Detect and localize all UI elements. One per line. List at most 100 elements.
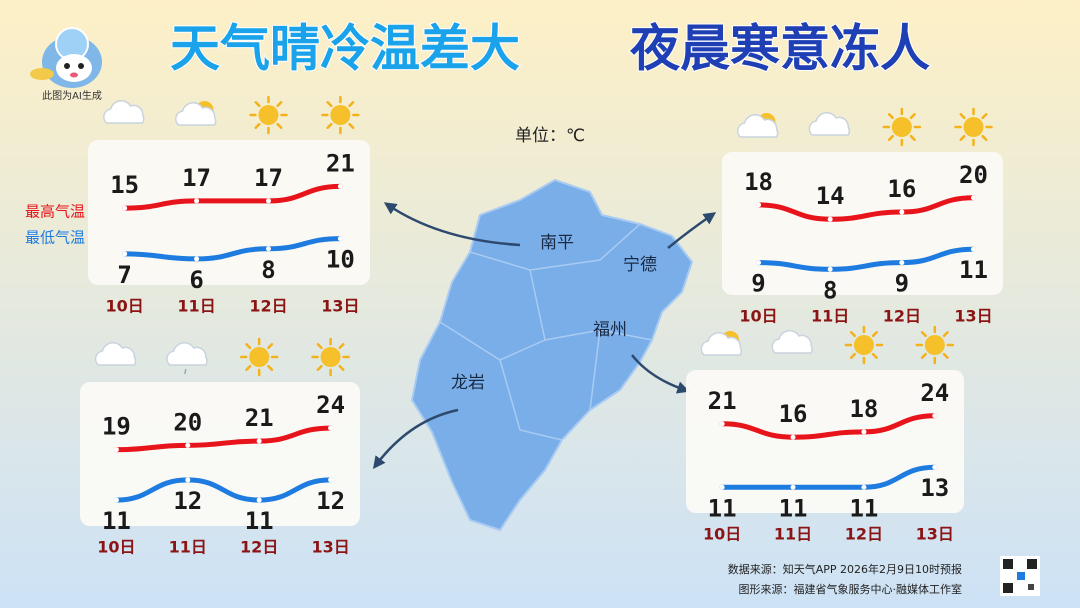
city-chart: 10日 11日 12日 13日 19 20 21 24 11 12 11 12 <box>80 337 360 557</box>
city-label: 宁德 <box>623 255 657 275</box>
rain-drop <box>184 368 187 375</box>
temp-label: 20 <box>959 161 988 189</box>
date-label: 13日 <box>954 307 992 326</box>
legend-low: 最低气温 <box>25 229 85 247</box>
date-label: 11日 <box>169 538 207 557</box>
city-label: 南平 <box>540 233 574 253</box>
temp-label: 10 <box>326 246 355 274</box>
sun <box>891 117 912 137</box>
temp-dot <box>328 425 334 431</box>
cloud <box>700 332 742 356</box>
sun <box>320 347 341 367</box>
sun <box>330 105 351 125</box>
temp-dot <box>827 216 833 222</box>
temp-label: 12 <box>316 487 345 515</box>
date-label: 13日 <box>321 297 359 316</box>
temp-dot <box>256 438 262 444</box>
city-chart: 10日 11日 12日 13日 21 16 18 24 11 11 11 13 <box>686 325 964 544</box>
temp-label: 9 <box>751 270 765 298</box>
sun-ray <box>348 101 355 108</box>
temp-line <box>122 183 343 211</box>
sources: 数据来源：知天气APP 2026年2月9日10时预报 图形来源：福建省气象服务中… <box>728 562 962 596</box>
temp-line <box>113 477 334 503</box>
temp-dot <box>861 484 867 490</box>
temp-dot <box>861 429 867 435</box>
temp-dot <box>122 251 128 257</box>
sun-ray <box>959 134 966 141</box>
city-chart: 10日 11日 12日 13日 18 14 16 20 9 8 9 11 <box>722 107 1003 326</box>
temp-dot <box>265 198 271 204</box>
temp-dot <box>328 477 334 483</box>
sun-ray <box>245 364 252 371</box>
date-label: 13日 <box>311 538 349 557</box>
cloud <box>175 102 217 126</box>
temp-label: 11 <box>779 494 808 522</box>
qr-code <box>1000 556 1040 596</box>
temp-dot <box>790 484 796 490</box>
sun-ray <box>849 331 856 338</box>
temp-label: 7 <box>117 261 131 289</box>
cloud <box>94 342 137 366</box>
temp-label: 24 <box>920 379 949 407</box>
title-right: 夜晨寒意冻人 <box>629 20 930 78</box>
arrows <box>372 202 717 469</box>
sun-ray <box>267 364 274 371</box>
sun-ray <box>338 364 345 371</box>
temp-label: 12 <box>173 487 202 515</box>
temp-dot <box>970 195 976 201</box>
ai-note: 此图为AI生成 <box>42 89 102 102</box>
city-chart: 10日 11日 12日 13日 15 17 17 21 7 6 8 10 <box>88 95 370 316</box>
title-left: 天气晴冷温差大 <box>170 20 520 78</box>
temp-dot <box>113 447 119 453</box>
temp-label: 11 <box>959 256 988 284</box>
cloud <box>771 330 813 354</box>
sun-ray <box>849 352 856 359</box>
date-label: 11日 <box>811 307 849 326</box>
temp-line <box>719 464 938 490</box>
temp-label: 24 <box>316 391 345 419</box>
temp-dot <box>337 183 343 189</box>
date-label: 12日 <box>240 538 278 557</box>
temp-dot <box>122 205 128 211</box>
sun <box>853 335 874 355</box>
city-label: 福州 <box>593 320 627 340</box>
temp-label: 11 <box>245 507 274 535</box>
temp-label: 11 <box>102 507 131 535</box>
sun-ray <box>981 113 988 120</box>
temp-line <box>756 246 976 272</box>
city-label: 龙岩 <box>451 373 485 393</box>
sun-ray <box>887 113 894 120</box>
temp-dot <box>932 413 938 419</box>
cloud <box>808 112 851 136</box>
temp-dot <box>719 484 725 490</box>
date-label: 11日 <box>774 525 812 544</box>
temp-dot <box>185 477 191 483</box>
temp-dot <box>827 266 833 272</box>
sun-ray <box>316 343 323 350</box>
sun-ray <box>887 134 894 141</box>
temp-label: 21 <box>326 149 355 177</box>
temp-label: 15 <box>110 171 139 199</box>
temp-dot <box>932 464 938 470</box>
sun-ray <box>942 352 949 359</box>
temp-dot <box>194 198 200 204</box>
temp-label: 20 <box>173 408 202 436</box>
temp-dot <box>265 246 271 252</box>
sun <box>963 117 984 137</box>
map-borders <box>439 223 653 441</box>
temp-line <box>719 413 938 440</box>
sun <box>924 335 945 355</box>
temp-dot <box>970 246 976 252</box>
date-label: 10日 <box>106 297 144 316</box>
temp-label: 18 <box>744 168 773 196</box>
date-label: 10日 <box>703 525 741 544</box>
temp-dot <box>256 497 262 503</box>
temp-label: 17 <box>182 164 211 192</box>
temp-label: 6 <box>189 266 203 294</box>
cloud <box>736 114 779 138</box>
sun-ray <box>338 343 345 350</box>
sun <box>249 347 270 367</box>
temp-label: 8 <box>261 256 275 284</box>
temp-label: 11 <box>708 494 737 522</box>
